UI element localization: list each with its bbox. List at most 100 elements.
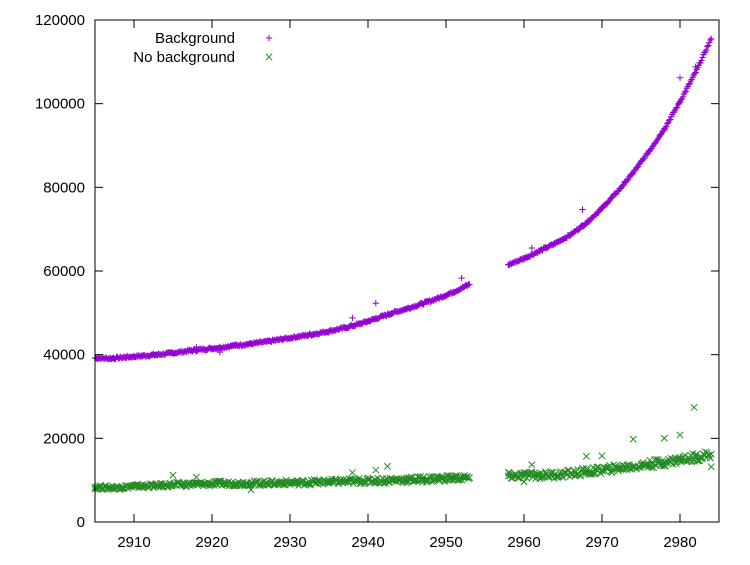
data-point xyxy=(630,169,637,176)
y-tick-label: 40000 xyxy=(43,347,85,364)
y-tick-label: 100000 xyxy=(35,96,85,113)
data-point xyxy=(372,477,380,485)
data-point xyxy=(614,464,622,472)
data-point xyxy=(138,482,146,490)
data-point xyxy=(372,300,379,307)
data-point xyxy=(579,206,586,213)
data-point xyxy=(541,468,550,476)
data-point xyxy=(598,205,606,212)
data-point xyxy=(505,261,512,268)
data-point xyxy=(465,474,473,482)
data-point xyxy=(231,479,239,488)
data-point xyxy=(257,481,265,489)
data-point xyxy=(698,57,705,64)
data-point xyxy=(337,476,345,484)
data-point xyxy=(676,74,684,81)
series-layer xyxy=(91,35,715,494)
data-point xyxy=(372,466,380,474)
data-point xyxy=(154,351,161,358)
data-point xyxy=(552,240,559,247)
data-point xyxy=(672,104,680,112)
data-point xyxy=(169,481,177,489)
data-point xyxy=(682,88,690,95)
data-point xyxy=(107,355,114,362)
legend-label: Background xyxy=(155,30,235,47)
data-point xyxy=(356,477,364,485)
legend: Background No background xyxy=(133,30,273,66)
data-point xyxy=(660,434,668,442)
data-point xyxy=(123,353,130,361)
data-point xyxy=(201,346,208,353)
data-point xyxy=(192,473,200,481)
data-point xyxy=(690,403,698,411)
data-point xyxy=(681,88,689,96)
data-point xyxy=(435,294,442,302)
y-tick-label: 120000 xyxy=(35,12,85,29)
data-point xyxy=(294,479,302,487)
data-point xyxy=(582,468,590,476)
data-point xyxy=(310,330,317,338)
data-point xyxy=(641,154,649,162)
data-point xyxy=(419,300,426,307)
data-point xyxy=(403,476,411,484)
data-point xyxy=(388,310,395,317)
x-tick-label: 2920 xyxy=(195,534,228,551)
data-point xyxy=(679,93,687,101)
data-point xyxy=(629,462,637,470)
data-point xyxy=(256,480,264,488)
data-point xyxy=(536,471,544,479)
data-point xyxy=(122,483,130,491)
data-point xyxy=(528,244,535,252)
data-point xyxy=(692,63,699,71)
data-point xyxy=(169,349,177,357)
data-point xyxy=(450,474,458,482)
x-tick-label: 2930 xyxy=(273,534,306,551)
data-point xyxy=(304,480,313,488)
data-point xyxy=(699,54,706,61)
data-point xyxy=(426,473,434,481)
data-point xyxy=(263,338,270,345)
data-point xyxy=(138,352,145,360)
data-point xyxy=(268,476,277,484)
data-point xyxy=(185,480,193,488)
plot-frame xyxy=(94,19,720,523)
data-point xyxy=(520,478,528,486)
data-point xyxy=(588,470,596,478)
data-point xyxy=(216,348,223,356)
data-point xyxy=(707,450,715,458)
data-point xyxy=(450,288,457,296)
data-point xyxy=(692,453,700,461)
data-point xyxy=(247,479,255,487)
data-point xyxy=(667,116,674,123)
data-point xyxy=(149,483,158,492)
data-point xyxy=(598,452,606,460)
legend-label: No background xyxy=(133,49,235,66)
x-tick-label: 2970 xyxy=(585,534,618,551)
data-point xyxy=(708,35,715,43)
x-tick-label: 2980 xyxy=(663,534,696,551)
data-point xyxy=(232,342,239,349)
data-point xyxy=(327,478,335,486)
data-point xyxy=(693,457,702,465)
data-point xyxy=(676,431,684,439)
legend-marker xyxy=(265,53,273,61)
data-point xyxy=(504,472,512,480)
data-point xyxy=(676,456,684,464)
data-point xyxy=(645,148,652,155)
data-point xyxy=(598,466,606,474)
data-point xyxy=(643,461,651,469)
series-background xyxy=(91,35,715,363)
y-tick-label: 20000 xyxy=(43,430,85,447)
data-point xyxy=(466,281,473,288)
data-point xyxy=(624,176,631,184)
data-point xyxy=(551,471,559,479)
data-point xyxy=(685,81,692,88)
x-tick-label: 2960 xyxy=(507,534,540,551)
data-point xyxy=(200,480,208,488)
data-point xyxy=(567,469,575,478)
data-point xyxy=(313,477,321,485)
data-point xyxy=(263,479,271,487)
data-point xyxy=(664,120,671,127)
